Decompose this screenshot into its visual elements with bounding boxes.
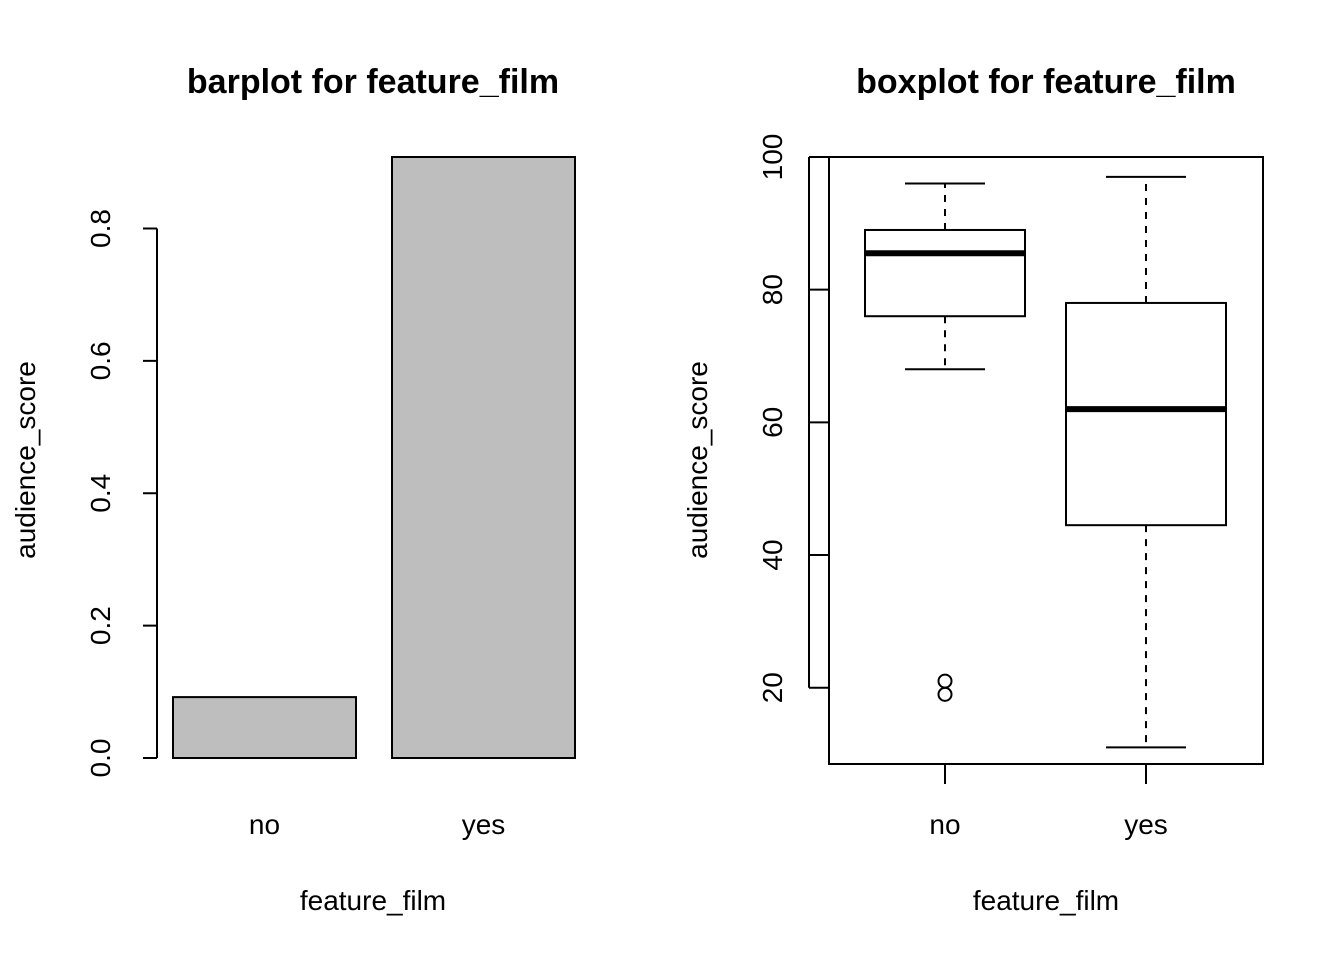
boxplot-x-tick-label: no	[929, 809, 960, 840]
boxplot-title: boxplot for feature_film	[856, 63, 1236, 101]
outlier-point	[937, 686, 953, 702]
boxplot-y-tick-label: 80	[757, 274, 788, 305]
barplot-x-tick-labels: no yes	[249, 809, 505, 840]
boxplot-y-tick-label: 100	[757, 134, 788, 181]
bar-no	[172, 696, 357, 759]
interquartile-box	[864, 228, 1026, 318]
boxplot-y-tick-label: 40	[757, 539, 788, 570]
barplot-y-axis: 0.0 0.2 0.4 0.6 0.8	[85, 209, 158, 778]
boxplot-x-axis-label: feature_film	[973, 885, 1119, 916]
outlier-point	[937, 673, 953, 689]
barplot-bars	[172, 156, 576, 759]
boxplot-x-axis: no yes	[929, 764, 1168, 840]
interquartile-box	[1065, 301, 1227, 527]
barplot-y-axis-label: audience_score	[10, 361, 41, 559]
barplot-y-tick-label: 0.2	[85, 606, 116, 645]
barplot-x-tick-label: no	[249, 809, 280, 840]
boxplot-y-tick-label: 20	[757, 672, 788, 703]
boxplot-y-axis: 20 40 60 80 100	[757, 134, 829, 703]
box-no	[864, 182, 1026, 702]
boxplot-boxes	[864, 175, 1227, 749]
barplot-x-tick-label: yes	[462, 809, 506, 840]
boxplot-frame	[828, 156, 1264, 765]
barplot-y-tick-label: 0.6	[85, 341, 116, 380]
barplot-y-tick-label: 0.4	[85, 474, 116, 513]
barplot-panel: barplot for feature_film feature_film au…	[10, 63, 576, 916]
barplot-title: barplot for feature_film	[187, 63, 559, 101]
barplot-x-axis-label: feature_film	[300, 885, 446, 916]
box-yes	[1065, 175, 1227, 749]
boxplot-panel: boxplot for feature_film feature_film au…	[682, 63, 1264, 916]
bar-yes	[391, 156, 576, 759]
barplot-y-tick-label: 0.0	[85, 739, 116, 778]
barplot-y-tick-label: 0.8	[85, 209, 116, 248]
boxplot-y-tick-label: 60	[757, 407, 788, 438]
boxplot-y-axis-label: audience_score	[682, 361, 713, 559]
boxplot-x-tick-label: yes	[1124, 809, 1168, 840]
